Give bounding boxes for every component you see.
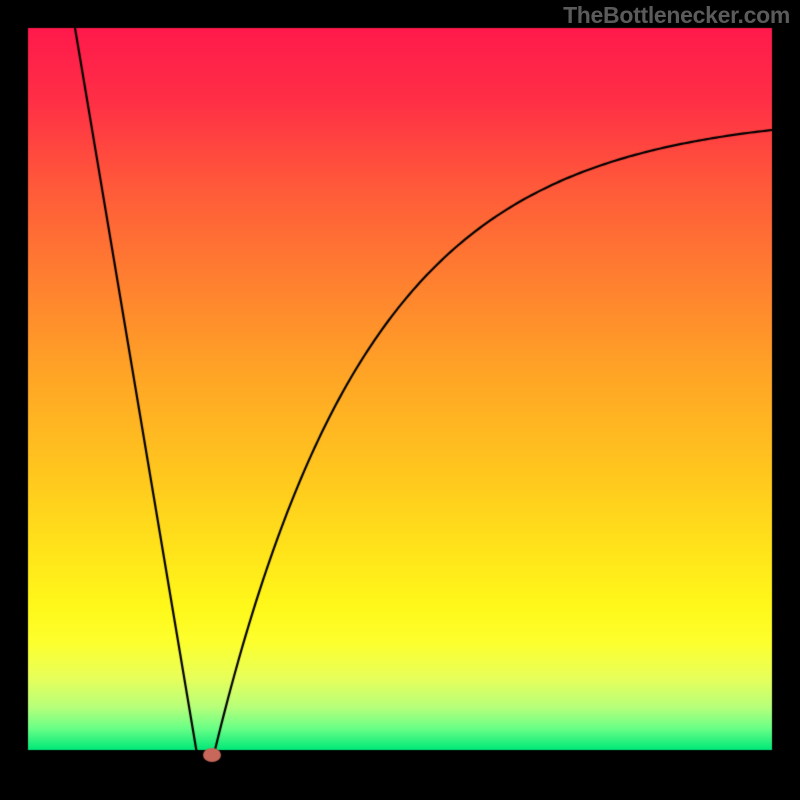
watermark-link[interactable]: TheBottlenecker.com: [563, 2, 790, 29]
chart-container: TheBottlenecker.com: [0, 0, 800, 800]
bottleneck-curve: [0, 0, 800, 800]
